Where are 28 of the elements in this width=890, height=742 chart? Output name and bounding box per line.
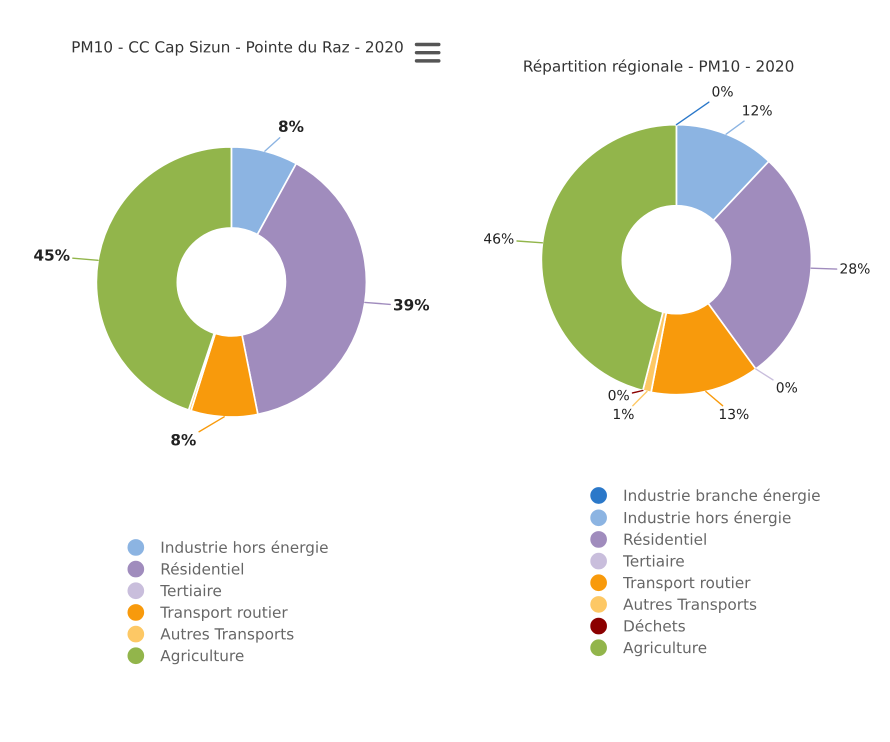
legend-label: Résidentiel [162, 562, 244, 575]
text: 0% [712, 86, 733, 97]
legend-label: Industrie hors énergie [624, 510, 791, 526]
data-label: 28% [840, 263, 870, 274]
legend-label: Tertiaire [623, 554, 684, 567]
data-label: 8% [171, 434, 196, 446]
legend-label: Industrie hors énergie [162, 540, 328, 556]
data-label: 45% [34, 249, 70, 261]
legend-label: Tertiaire [160, 584, 222, 596]
legend-label: Transport routier [623, 576, 750, 592]
data-label: 46% [484, 233, 514, 244]
text: 0% [776, 382, 798, 393]
data-label: 12% [743, 105, 772, 116]
legend-label: Résidentiel [624, 532, 706, 545]
data-label: 39% [394, 298, 430, 311]
text: 0% [608, 390, 629, 400]
chart-title: PM10 - CC Cap Sizun - Pointe du Raz - 2020 [72, 40, 403, 56]
legend-label: Autres Transports [623, 598, 756, 613]
legend-label: Transport routier [160, 606, 288, 621]
legend-label: Autres Transports [160, 628, 294, 643]
legend-label: Déchets [624, 619, 685, 632]
legend-label: Agriculture [160, 649, 244, 664]
data-label: 13% [720, 408, 748, 420]
chart-title: Répartition régionale - PM10 - 2020 [524, 59, 794, 75]
data-label: 1% [614, 408, 634, 420]
legend-label: Agriculture [623, 641, 706, 656]
legend-label: Industrie branche énergie [624, 488, 820, 504]
data-label: 8% [278, 120, 304, 132]
